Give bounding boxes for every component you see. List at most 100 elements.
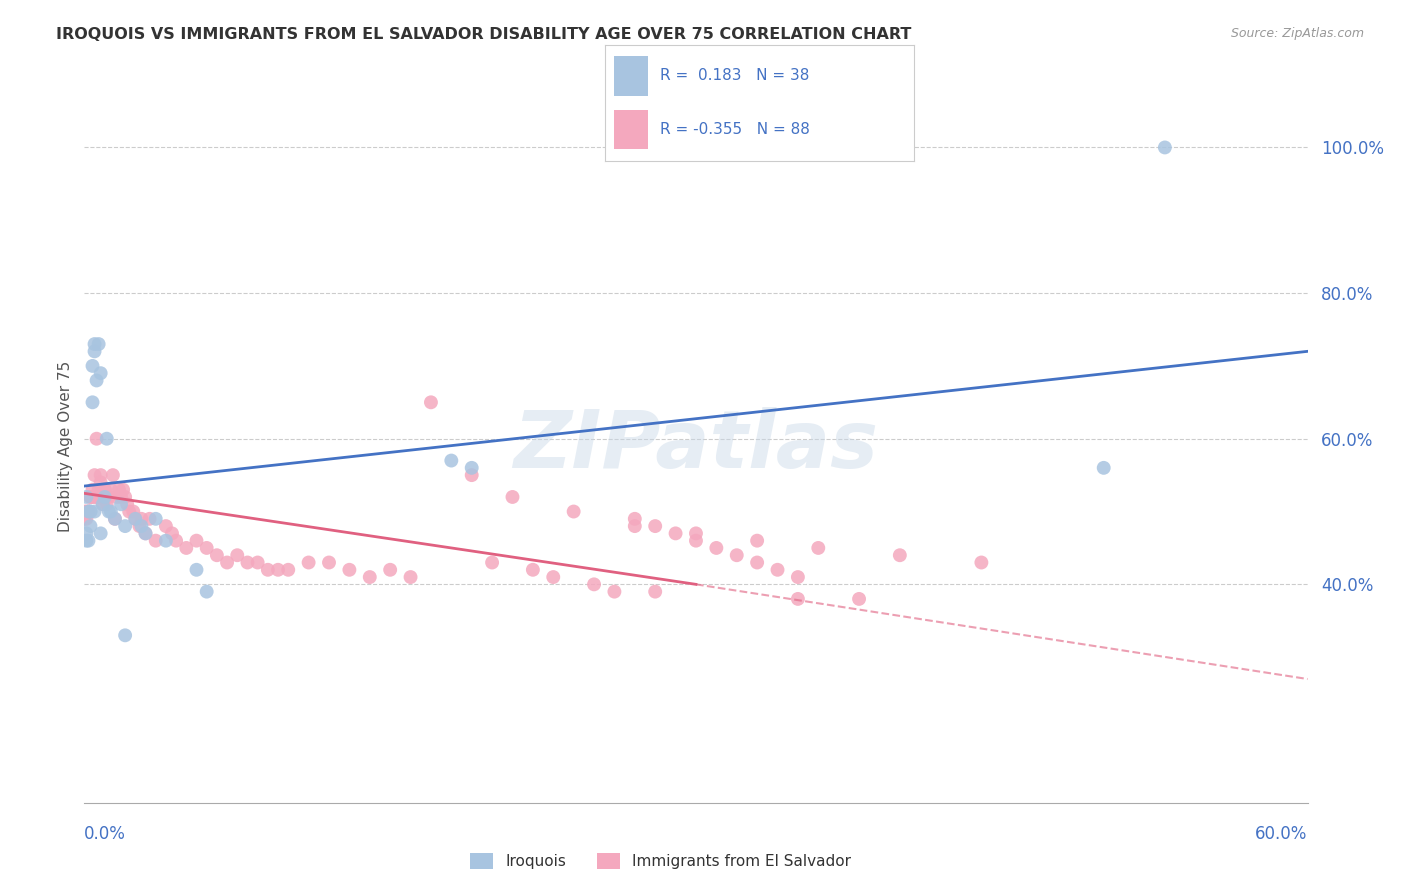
Point — [75, 512, 97, 526]
Point — [624, 512, 647, 526]
Point — [110, 497, 132, 511]
Point — [766, 563, 789, 577]
Point — [77, 504, 100, 518]
Point — [186, 563, 208, 577]
Text: 60.0%: 60.0% — [1256, 825, 1308, 843]
Point — [75, 526, 97, 541]
Point — [90, 475, 112, 490]
Text: ZIPatlas: ZIPatlas — [513, 407, 879, 485]
Point — [83, 337, 105, 351]
Point — [110, 490, 132, 504]
Point — [86, 432, 108, 446]
Point — [86, 374, 108, 388]
Text: Source: ZipAtlas.com: Source: ZipAtlas.com — [1230, 27, 1364, 40]
Point — [118, 504, 141, 518]
Point — [115, 497, 138, 511]
Point — [96, 497, 118, 511]
Point — [87, 483, 110, 497]
Point — [105, 490, 128, 504]
Point — [101, 468, 124, 483]
Point — [195, 541, 218, 555]
Point — [108, 483, 131, 497]
Point — [93, 483, 115, 497]
Point — [87, 490, 110, 504]
Point — [77, 533, 100, 548]
Point — [1153, 140, 1175, 154]
Legend: Iroquois, Immigrants from El Salvador: Iroquois, Immigrants from El Salvador — [464, 847, 858, 875]
Point — [93, 490, 115, 504]
Text: R = -0.355   N = 88: R = -0.355 N = 88 — [661, 121, 810, 136]
Point — [82, 395, 104, 409]
Point — [704, 541, 728, 555]
Point — [82, 359, 104, 373]
Point — [82, 490, 104, 504]
Point — [522, 563, 544, 577]
Point — [93, 483, 115, 497]
Point — [165, 533, 187, 548]
Point — [582, 577, 605, 591]
Point — [562, 504, 585, 518]
Point — [124, 512, 146, 526]
Point — [461, 460, 484, 475]
Point — [91, 497, 114, 511]
Point — [96, 432, 118, 446]
Point — [83, 468, 105, 483]
Point — [131, 519, 153, 533]
Point — [75, 490, 97, 504]
Point — [1398, 432, 1406, 446]
Point — [461, 468, 484, 483]
Point — [277, 563, 299, 577]
Point — [138, 512, 160, 526]
Point — [644, 584, 666, 599]
Point — [104, 512, 127, 526]
Point — [624, 519, 647, 533]
Point — [100, 483, 122, 497]
Text: R =  0.183   N = 38: R = 0.183 N = 38 — [661, 69, 810, 84]
Point — [75, 504, 97, 518]
Point — [79, 504, 101, 518]
Bar — [614, 110, 648, 149]
Point — [79, 490, 101, 504]
Point — [257, 563, 280, 577]
Point — [83, 344, 105, 359]
Point — [114, 490, 136, 504]
Point — [644, 519, 666, 533]
Point — [75, 533, 97, 548]
Point — [399, 570, 422, 584]
Point — [1092, 460, 1115, 475]
Point — [160, 526, 183, 541]
Bar — [614, 56, 648, 95]
Point — [205, 548, 228, 562]
Point — [97, 504, 120, 518]
Point — [77, 504, 100, 518]
Point — [104, 512, 127, 526]
Point — [685, 526, 707, 541]
Point — [747, 556, 769, 570]
Point — [79, 519, 101, 533]
Point — [848, 591, 870, 606]
Point — [787, 591, 810, 606]
Point — [91, 497, 114, 511]
Point — [79, 504, 101, 518]
Point — [339, 563, 360, 577]
Point — [195, 584, 218, 599]
Point — [112, 483, 135, 497]
Point — [359, 570, 381, 584]
Text: IROQUOIS VS IMMIGRANTS FROM EL SALVADOR DISABILITY AGE OVER 75 CORRELATION CHART: IROQUOIS VS IMMIGRANTS FROM EL SALVADOR … — [56, 27, 911, 42]
Point — [73, 504, 96, 518]
Point — [73, 512, 96, 526]
Point — [155, 533, 177, 548]
Point — [87, 337, 110, 351]
Point — [100, 504, 122, 518]
Point — [114, 628, 136, 642]
Point — [114, 519, 136, 533]
Point — [90, 468, 112, 483]
Point — [145, 512, 167, 526]
Point — [90, 526, 112, 541]
Point — [747, 533, 769, 548]
Point — [481, 556, 503, 570]
Point — [90, 366, 112, 380]
Point — [131, 512, 153, 526]
Point — [318, 556, 340, 570]
Point — [807, 541, 830, 555]
